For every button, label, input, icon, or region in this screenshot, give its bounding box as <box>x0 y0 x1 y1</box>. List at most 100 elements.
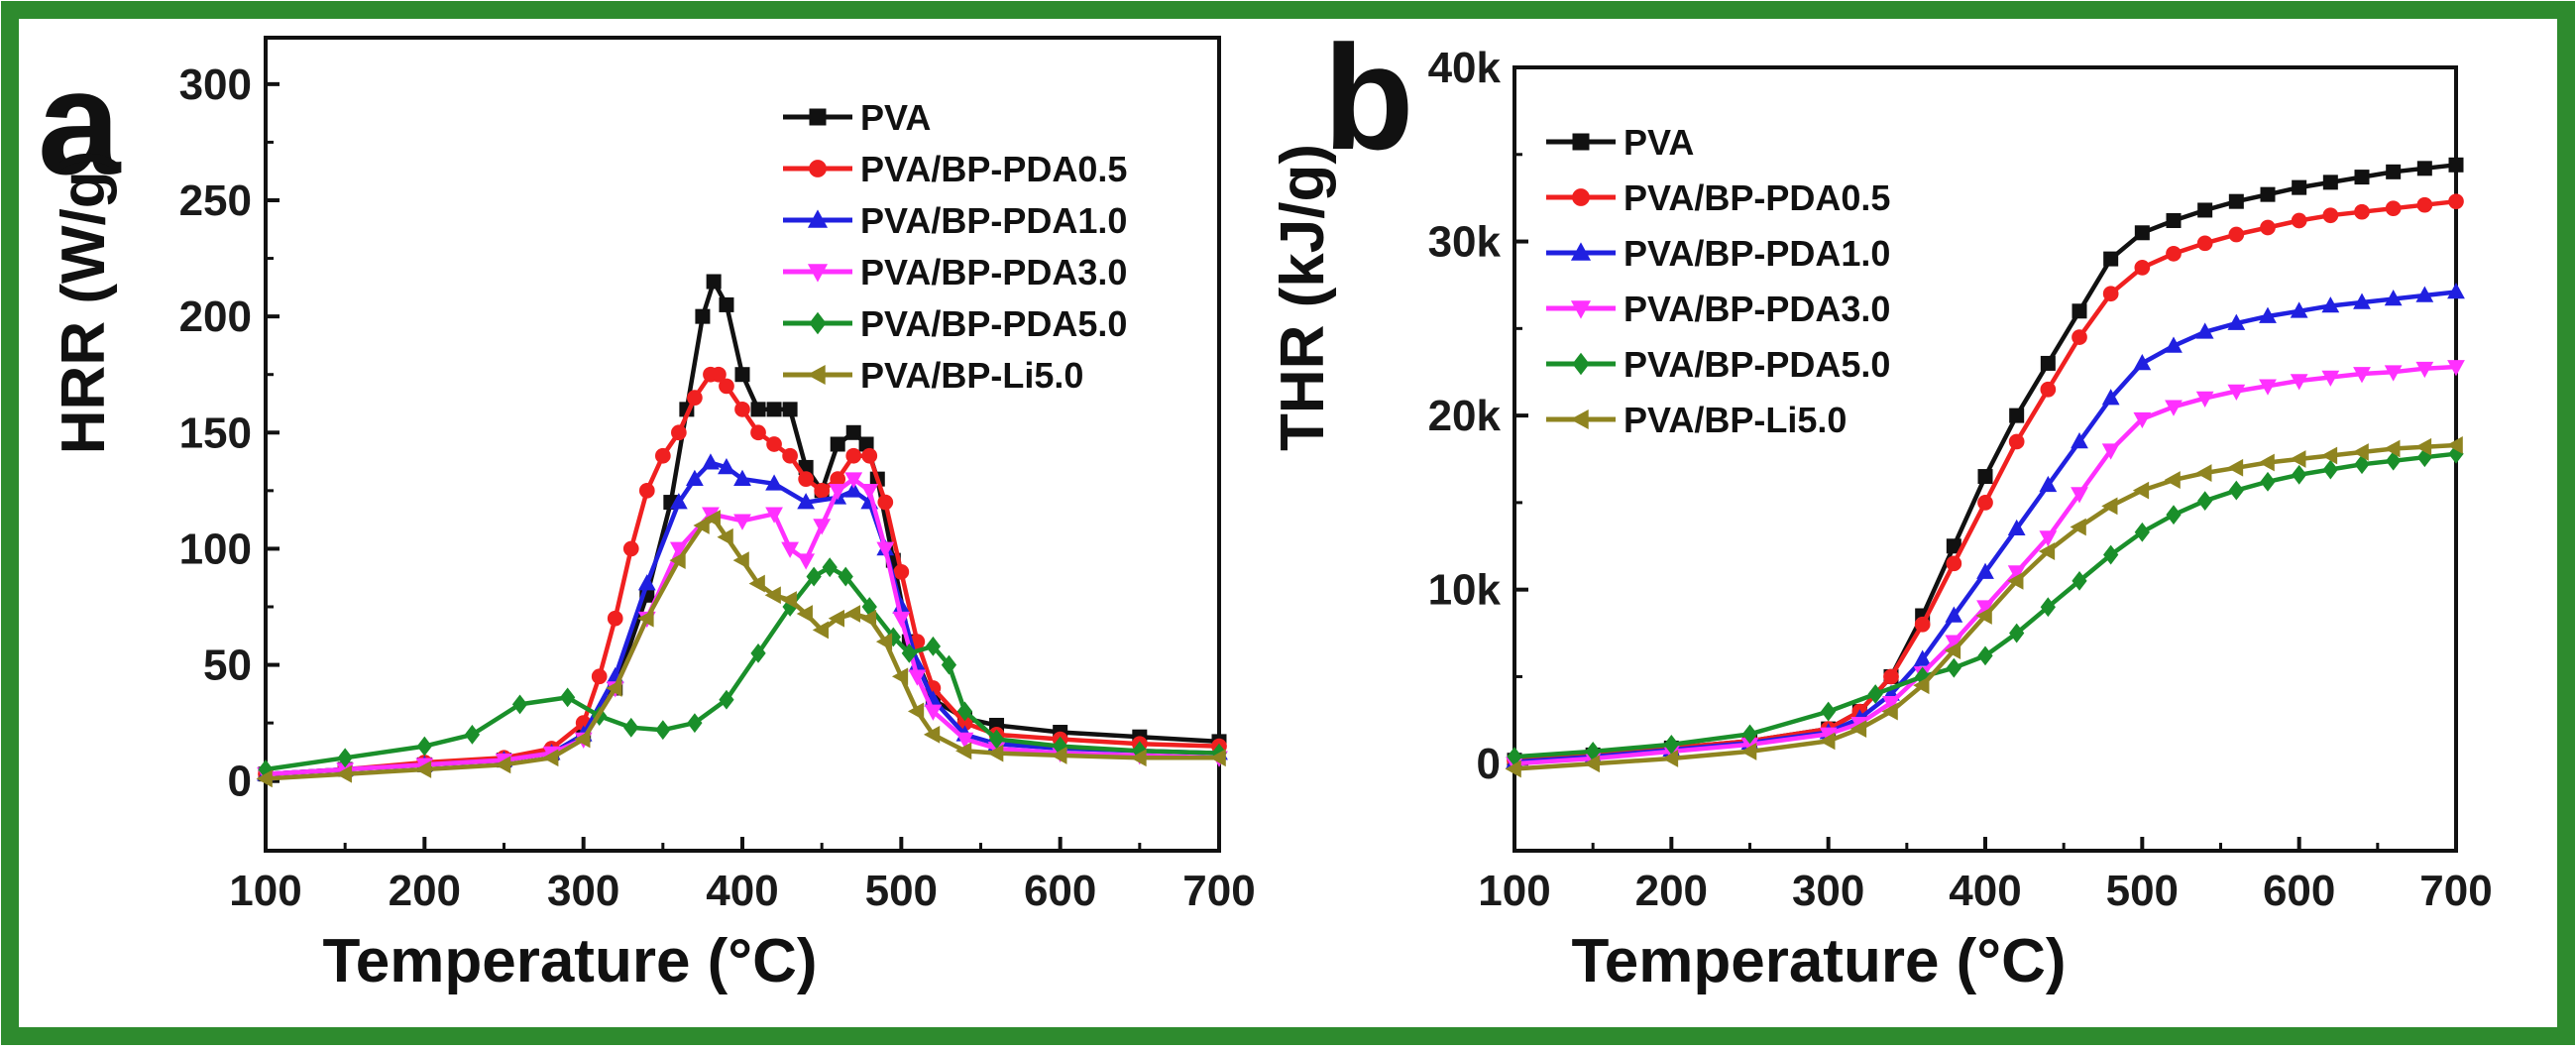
panel-b-point-pva-bp-pda0-5 <box>1977 495 1993 511</box>
panel-b-legend-label-pva-bp-pda0-5: PVA/BP-PDA0.5 <box>1624 177 1890 218</box>
panel-b-point-pva-bp-pda5-0 <box>2354 454 2370 475</box>
panel-a-point-pva-bp-pda5-0 <box>416 736 432 757</box>
panel-a-point-pva-bp-pda1-0 <box>733 469 751 486</box>
panel-a-point-pva-bp-pda5-0 <box>623 717 639 738</box>
panel-b-point-pva-bp-pda5-0 <box>2103 544 2119 565</box>
panel-b-point-pva <box>2448 157 2464 173</box>
panel-b-legend-label-pva-bp-pda1-0: PVA/BP-PDA1.0 <box>1624 233 1890 274</box>
panel-a-point-pva-bp-li5-0 <box>828 609 844 628</box>
panel-b-point-pva-bp-pda0-5 <box>2072 329 2087 345</box>
panel-a-point-pva-bp-li5-0 <box>637 609 654 628</box>
panel-a-x-tick-label: 600 <box>1024 867 1096 915</box>
panel-a-point-pva-bp-pda0-5 <box>877 494 894 511</box>
panel-a-x-tick-label: 500 <box>865 867 938 915</box>
panel-b-point-pva <box>2292 179 2307 195</box>
panel-b-point-pva <box>1977 469 1993 485</box>
panel-a-point-pva-bp-li5-0 <box>1051 747 1067 764</box>
panel-b-xlabel: Temperature (°C) <box>1571 927 2066 995</box>
panel-a-legend-marker-pva-bp-li5-0 <box>807 364 826 386</box>
panel-a-point-pva-bp-pda3-0 <box>955 732 974 749</box>
panel-b-point-pva-bp-pda0-5 <box>2228 226 2245 243</box>
panel-b-y-tick-label: 20k <box>1428 392 1502 440</box>
panel-b-point-pva-bp-pda3-0 <box>2039 530 2058 547</box>
panel-a-point-pva-bp-pda0-5 <box>861 447 878 464</box>
panel-a-legend-label-pva-bp-li5-0: PVA/BP-Li5.0 <box>860 355 1083 396</box>
panel-b-x-tick-label: 700 <box>2419 867 2492 915</box>
panel-a-point-pva-bp-pda5-0 <box>956 701 973 722</box>
panel-a-point-pva-bp-pda3-0 <box>924 704 943 721</box>
panel-b-point-pva-bp-pda0-5 <box>2008 433 2025 450</box>
panel-a-point-pva-bp-pda1-0 <box>765 474 783 491</box>
panel-b-point-pva-bp-pda5-0 <box>1946 657 1961 678</box>
panel-b-series-pva-bp-pda5-0 <box>1507 443 2464 767</box>
panel-a-x-tick-label: 200 <box>389 867 461 915</box>
panel-b-point-pva-bp-li5-0 <box>2446 436 2463 454</box>
panel-b-y-tick-label: 40k <box>1428 44 1502 92</box>
panel-a-point-pva-bp-pda0-5 <box>638 483 655 499</box>
panel-b-legend-marker-pva-bp-pda0-5 <box>1572 188 1590 206</box>
panel-a-x-tick-label: 100 <box>229 867 301 915</box>
panel-b-point-pva-bp-pda1-0 <box>2227 313 2246 330</box>
panel-b-point-pva-bp-pda5-0 <box>1741 724 1758 745</box>
panel-a-point-pva-bp-li5-0 <box>987 744 1004 762</box>
panel-a-point-pva-bp-pda1-0 <box>702 453 720 470</box>
panel-b-point-pva <box>2354 170 2370 185</box>
panel-b-x-tick-label: 600 <box>2263 867 2335 915</box>
panel-a-point-pva-bp-li5-0 <box>875 633 893 651</box>
panel-b-point-pva-bp-pda3-0 <box>2007 565 2026 582</box>
panel-label-a: a <box>38 39 122 205</box>
panel-b-point-pva-bp-pda0-5 <box>1914 616 1931 633</box>
panel-a-point-pva-bp-pda0-5 <box>719 378 734 395</box>
panel-b-point-pva-bp-li5-0 <box>2352 443 2369 461</box>
panel-b-x-tick-label: 300 <box>1792 867 1864 915</box>
panel-b-point-pva-bp-pda3-0 <box>2101 443 2120 460</box>
panel-b-point-pva <box>2416 161 2432 176</box>
panel-b-legend-marker-pva-bp-pda5-0 <box>1572 352 1590 376</box>
panel-b-y-tick-label: 0 <box>1477 740 1501 788</box>
panel-b-legend-label-pva-bp-li5-0: PVA/BP-Li5.0 <box>1624 400 1847 440</box>
panel-b-point-pva-bp-pda5-0 <box>2292 464 2307 485</box>
panel-b-series-pva-bp-pda0-5 <box>1507 193 2464 768</box>
panel-a-point-pva-bp-li5-0 <box>843 605 861 623</box>
panel-a-point-pva-bp-pda0-5 <box>607 610 623 627</box>
panel-a-point-pva-bp-li5-0 <box>335 764 352 783</box>
panel-a-point-pva-bp-pda3-0 <box>844 472 863 489</box>
panel-a-point-pva-bp-pda5-0 <box>560 687 576 708</box>
panel-a-x-tick-label: 700 <box>1182 867 1255 915</box>
panel-a-y-tick-label: 150 <box>179 409 252 457</box>
panel-b-point-pva-bp-pda0-5 <box>1883 668 1899 685</box>
panel-a-point-pva <box>830 436 845 452</box>
panel-b-point-pva-bp-li5-0 <box>2070 518 2086 536</box>
panel-b-point-pva-bp-pda3-0 <box>1882 695 1900 713</box>
panel-b-legend-label-pva-bp-pda3-0: PVA/BP-PDA3.0 <box>1624 289 1890 329</box>
panel-a-point-pva-bp-li5-0 <box>693 517 710 534</box>
panel-b-point-pva-bp-pda1-0 <box>2133 354 2152 371</box>
panel-b-point-pva-bp-pda5-0 <box>2134 522 2150 542</box>
panel-b-point-pva-bp-pda3-0 <box>2415 361 2434 379</box>
panel-b-point-pva-bp-pda0-5 <box>2040 381 2057 398</box>
panel-a-point-pva <box>845 424 861 440</box>
panel-b-point-pva <box>2386 164 2402 179</box>
panel-b-legend: PVA PVA/BP-PDA0.5 PVA/BP-PDA1.0 PVA/BP-PDA3… <box>1546 122 1890 440</box>
panel-b-point-pva-bp-pda5-0 <box>2009 623 2025 643</box>
panel-a-point-pva-bp-pda3-0 <box>860 484 879 501</box>
panel-b-point-pva-bp-pda3-0 <box>2133 411 2152 429</box>
panel-a-point-pva-bp-pda5-0 <box>337 748 353 768</box>
panel-a-point-pva-bp-li5-0 <box>1130 749 1147 767</box>
panel-a-point-pva-bp-pda3-0 <box>669 541 688 558</box>
panel-b-point-pva-bp-pda3-0 <box>2321 370 2340 387</box>
panel-a-point-pva-bp-li5-0 <box>1209 749 1226 767</box>
panel-b-point-pva-bp-pda1-0 <box>1913 649 1932 666</box>
panel-a-point-pva-bp-pda0-5 <box>654 447 671 464</box>
panel-b-point-pva-bp-pda3-0 <box>2195 391 2214 408</box>
panel-b-point-pva-bp-pda1-0 <box>2321 296 2340 313</box>
panel-b-x-tick-label: 500 <box>2106 867 2179 915</box>
panel-a-point-pva <box>766 402 782 417</box>
panel-a-legend-label-pva-bp-pda3-0: PVA/BP-PDA3.0 <box>860 252 1127 292</box>
panel-b-point-pva-bp-pda3-0 <box>2259 379 2277 396</box>
panel-b-ylabel: THR (kJ/g) <box>1269 144 1337 451</box>
panel-b-point-pva-bp-li5-0 <box>2414 437 2432 456</box>
panel-a-point-pva-bp-pda3-0 <box>781 541 799 558</box>
panel-b-point-pva <box>2072 303 2087 319</box>
panel-b-point-pva-bp-pda3-0 <box>2071 487 2088 504</box>
